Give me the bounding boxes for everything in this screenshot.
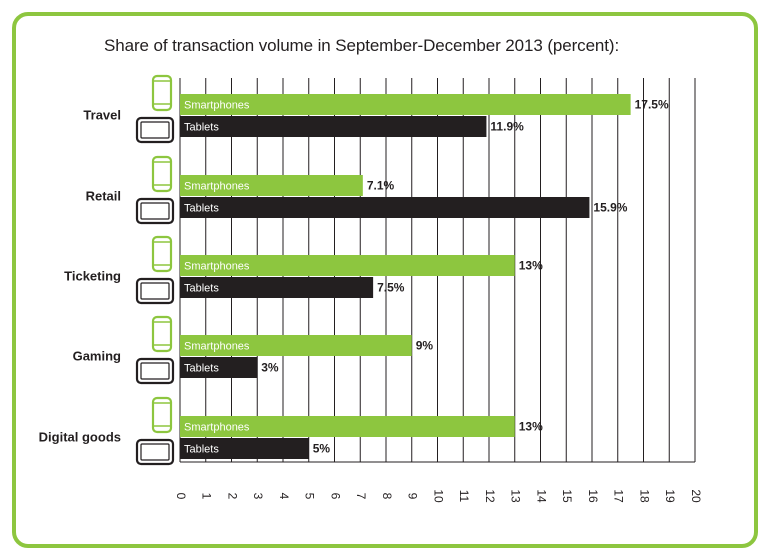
smartphone-icon [151, 235, 173, 273]
data-label: 13% [519, 420, 543, 434]
category-label-travel: Travel [83, 107, 121, 122]
data-label: 9% [416, 339, 434, 353]
bar-tablets-digital-goods [180, 438, 309, 459]
x-tick-label: 17 [612, 489, 626, 503]
bar-smartphones-retail [180, 175, 363, 196]
x-tick-label: 11 [457, 490, 471, 503]
bar-smartphones-digital-goods [180, 416, 515, 437]
bar-smartphones-ticketing [180, 255, 515, 276]
bar-series-label: Tablets [184, 443, 219, 455]
category-label-retail: Retail [86, 188, 121, 203]
x-tick-label: 3 [251, 493, 265, 500]
x-tick-label: 7 [354, 493, 368, 500]
x-tick-label: 1 [200, 493, 214, 500]
smartphone-icon [151, 396, 173, 434]
x-tick-label: 0 [174, 493, 188, 500]
data-label: 15.9% [593, 201, 627, 215]
x-tick-label: 13 [509, 489, 523, 503]
smartphone-icon [151, 74, 173, 112]
x-tick-label: 19 [663, 489, 677, 503]
bar-tablets-retail [180, 197, 590, 218]
bar-tablets-travel [180, 116, 487, 137]
x-tick-label: 15 [560, 489, 574, 503]
bar-series-label: Smartphones [184, 421, 250, 433]
tablet-icon [140, 121, 170, 139]
x-tick-label: 8 [380, 493, 394, 500]
tablet-icon [135, 438, 175, 466]
bar-tablets-ticketing [180, 277, 374, 298]
bar-series-label: Tablets [184, 121, 219, 133]
x-tick-label: 5 [303, 493, 317, 500]
bar-tablets-gaming [180, 357, 258, 378]
bar-series-label: Smartphones [184, 99, 250, 111]
tablet-icon [140, 202, 170, 220]
tablet-icon [140, 362, 170, 380]
bar-series-label: Tablets [184, 362, 219, 374]
tablet-icon [140, 443, 170, 461]
data-label: 5% [313, 442, 331, 456]
x-tick-label: 12 [483, 489, 497, 503]
x-tick-label: 14 [534, 489, 548, 503]
category-label-gaming: Gaming [73, 348, 121, 363]
tablet-icon [135, 277, 175, 305]
smartphone-icon [151, 155, 173, 193]
data-label: 13% [519, 259, 543, 273]
chart-title: Share of transaction volume in September… [104, 36, 620, 55]
x-tick-label: 20 [689, 489, 703, 503]
x-tick-label: 16 [586, 489, 600, 503]
data-label: 3% [261, 361, 279, 375]
bar-series-label: Smartphones [184, 180, 250, 192]
tablet-icon [135, 357, 175, 385]
bar-series-label: Tablets [184, 282, 219, 294]
x-tick-label: 10 [431, 489, 445, 503]
tablet-icon [135, 197, 175, 225]
data-label: 7.1% [367, 179, 395, 193]
bar-series-label: Smartphones [184, 260, 250, 272]
category-label-ticketing: Ticketing [64, 268, 121, 283]
x-tick-label: 4 [277, 493, 291, 500]
data-label: 17.5% [635, 98, 669, 112]
x-tick-label: 6 [328, 493, 342, 500]
x-tick-label: 2 [225, 493, 239, 500]
x-tick-label: 18 [637, 489, 651, 503]
smartphone-icon [151, 315, 173, 353]
data-label: 11.9% [490, 120, 524, 134]
tablet-icon [140, 282, 170, 300]
bar-series-label: Tablets [184, 202, 219, 214]
x-tick-label: 9 [406, 493, 420, 500]
data-label: 7.5% [377, 281, 405, 295]
category-label-digital-goods: Digital goods [39, 429, 121, 444]
bar-smartphones-travel [180, 94, 631, 115]
bar-series-label: Smartphones [184, 340, 250, 352]
bar-smartphones-gaming [180, 335, 412, 356]
tablet-icon [135, 116, 175, 144]
